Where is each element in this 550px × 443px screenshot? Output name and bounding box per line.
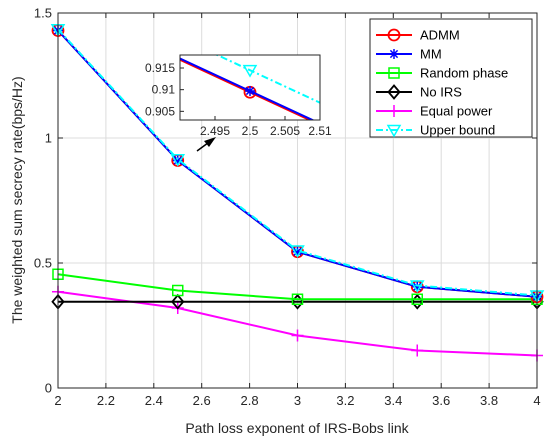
y-tick-label: 1 [45,131,52,146]
data-point-random-phase [172,284,184,297]
legend-marker [387,28,401,42]
inset-x-tick-label: 2.5 [242,124,259,138]
x-tick-label: 3.2 [336,393,354,408]
y-axis-ticks: 0 0.5 1 1.5 [34,6,537,396]
x-tick-label: 3.6 [432,393,450,408]
legend-items: ADMM MM Random phase No IRS Equal power Upper… [376,28,508,138]
data-point-equal-power [411,344,424,357]
series-random-phase [52,268,543,305]
legend-item-random-phase: Random phase [376,66,508,81]
inset-y-tick-label: 0.915 [145,61,175,75]
inset-x-tick-label: 2.51 [308,124,332,138]
data-point-no-irs [171,293,185,310]
data-point-mm [292,246,303,257]
legend-marker [388,67,400,79]
y-tick-label: 0.5 [34,256,52,271]
zoom-inset: 2.495 2.5 2.505 2.51 0.905 0.91 0.915 [145,54,332,138]
inset-point-upper-bound [242,64,258,78]
x-tick-label: 3 [294,393,301,408]
legend-item-mm: MM [376,47,442,62]
inset-x-tick-label: 2.495 [200,124,230,138]
legend-label: Random phase [420,66,508,81]
legend-marker [389,49,399,59]
x-tick-label: 2.2 [97,393,115,408]
legend-label: Equal power [420,104,493,119]
x-tick-label: 2 [54,393,61,408]
zoom-arrow-head [204,137,216,147]
data-point-mm [412,281,423,292]
x-tick-label: 3.8 [480,393,498,408]
legend-item-admm: ADMM [376,28,460,43]
inset-y-tick-label: 0.905 [145,104,175,118]
legend-label: Upper bound [420,123,495,138]
data-point-upper-bound [170,154,186,167]
y-tick-label: 0 [45,381,52,396]
inset-x-tick-label: 2.505 [270,124,300,138]
legend-marker [386,124,402,138]
inset-y-ticks: 0.905 0.91 0.915 [145,61,184,118]
data-point-upper-bound [290,245,305,259]
inset-y-tick-label: 0.91 [152,83,176,97]
data-point-random-phase [291,293,304,305]
legend-label: ADMM [420,28,460,43]
inset-line-upper-bound [214,55,320,104]
series-line-random-phase [57,273,537,301]
x-axis-ticks: 2 2.2 2.4 2.6 2.8 3 3.2 3.4 3.6 3.8 4 [54,13,541,408]
x-tick-label: 2.4 [145,393,163,408]
legend-label: MM [420,47,442,62]
y-tick-label: 1.5 [34,6,52,21]
inset-series [180,55,320,120]
data-point-random-phase [411,293,423,305]
legend-item-no-irs: No IRS [376,84,462,100]
data-point-equal-power [291,329,304,342]
x-tick-label: 3.4 [384,393,402,408]
x-tick-label: 2.6 [193,393,211,408]
legend-item-upper-bound: Upper bound [376,123,495,138]
inset-series-upper-bound [214,55,320,104]
legend-label: No IRS [420,85,462,100]
inset-series-mm [180,57,315,120]
legend-marker [388,105,400,117]
x-tick-label: 2.8 [241,393,259,408]
data-point-upper-bound [409,280,425,294]
inset-point-mm [245,85,255,96]
plot-series [50,24,545,362]
data-point-mm [172,155,183,166]
legend: ADMM MM Random phase No IRS Equal power Upper… [369,18,533,138]
x-tick-label: 4 [533,393,540,408]
x-axis-label: Path loss exponent of IRS-Bobs link [185,420,409,436]
legend-marker [387,84,401,100]
inset-x-ticks: 2.495 2.5 2.505 2.51 [200,116,332,138]
zoom-arrow [196,137,216,152]
y-axis-label: The weighted sum secrecy rate(bps/Hz) [9,76,25,323]
legend-item-equal-power: Equal power [376,104,493,119]
